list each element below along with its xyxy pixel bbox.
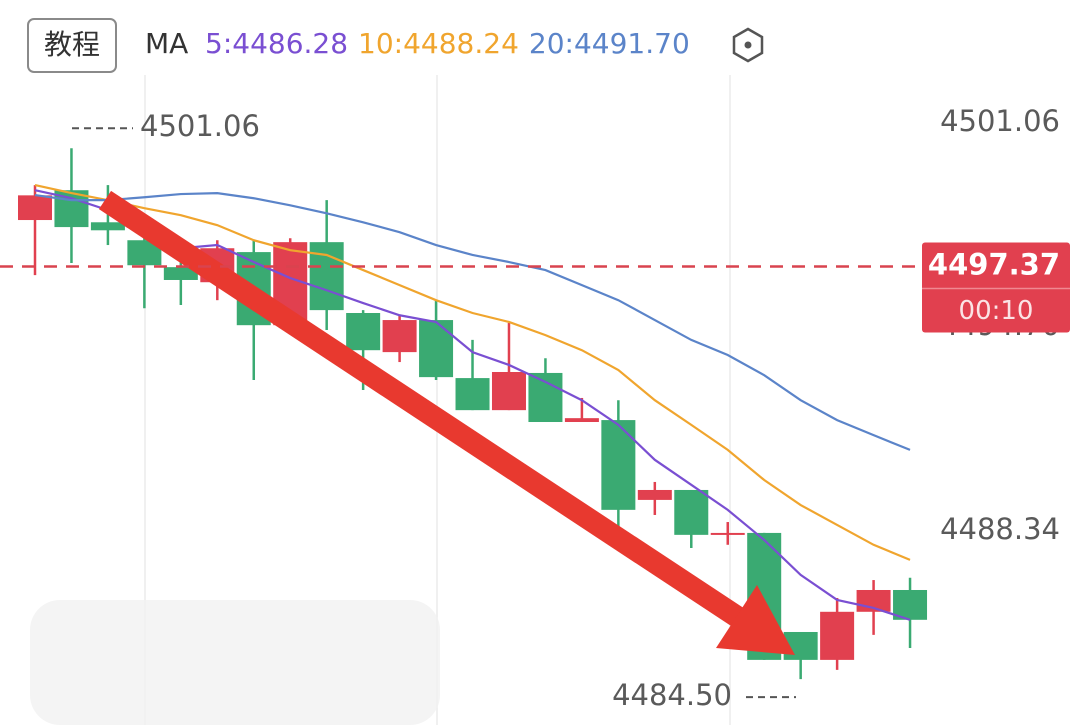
last-price-box	[922, 242, 1070, 333]
arrow-head	[716, 585, 795, 655]
y-tick-label: 4488.34	[940, 512, 1060, 546]
arrow-shaft	[98, 190, 755, 634]
legend-entry: 5:4486.28	[205, 27, 348, 60]
last-price-label: 4497.37	[928, 248, 1060, 282]
candle-body	[528, 372, 563, 423]
candle-body	[674, 489, 709, 535]
candle-body	[564, 418, 599, 423]
candle-body	[346, 313, 381, 351]
ma-line	[34, 184, 911, 561]
plot	[18, 148, 928, 680]
legend: 5:4486.28 10:4488.24 20:4491.70	[205, 27, 690, 60]
hexagon[interactable]	[732, 27, 764, 63]
y-tick-label: 4501.06	[940, 104, 1060, 138]
min-label: 4484.50	[612, 678, 732, 712]
candle-body	[163, 267, 198, 280]
candle-body	[382, 320, 417, 353]
tutorial-label[interactable]: 教程	[44, 28, 100, 61]
max-label: 4501.06	[140, 109, 260, 143]
candle-body	[455, 378, 490, 411]
candle-body	[820, 611, 855, 660]
candle-body	[90, 222, 125, 231]
overlay: 4501.064494.704488.344501.064484.504497.…	[0, 104, 1070, 712]
blurred-area	[30, 600, 440, 725]
candle-body	[419, 320, 454, 378]
trend-arrow	[98, 190, 795, 655]
candle-body	[893, 589, 928, 620]
countdown-label: 00:10	[959, 296, 1034, 326]
ma-label: MA	[145, 27, 188, 60]
hex-dot[interactable]	[744, 41, 752, 49]
candle-body	[710, 532, 745, 535]
legend-entry: 20:4491.70	[529, 27, 690, 60]
ma-line	[34, 192, 911, 451]
candle-body	[491, 371, 526, 411]
legend-entry: 10:4488.24	[358, 27, 519, 60]
tutorial-button[interactable]	[27, 18, 117, 73]
candle-body	[637, 489, 672, 500]
candle-body	[601, 420, 636, 510]
settings-icon[interactable]	[732, 27, 764, 63]
candle-body	[18, 195, 52, 221]
